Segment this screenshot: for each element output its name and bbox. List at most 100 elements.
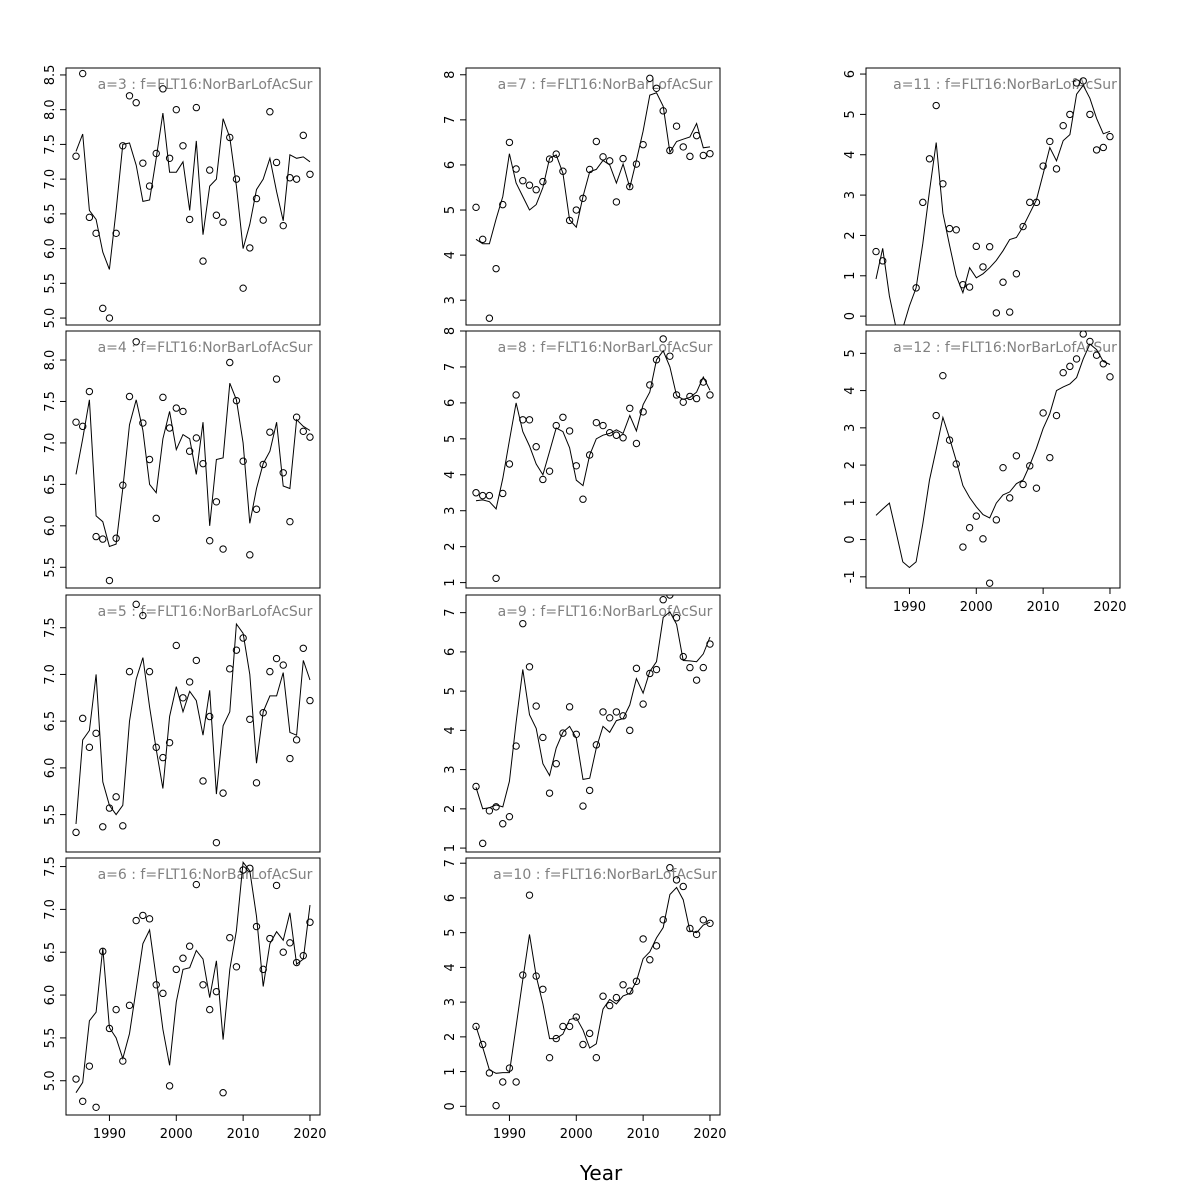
observed-point [599,708,607,716]
observed-point [692,930,701,939]
observed-point [585,1029,594,1038]
observed-point [572,206,580,214]
observed-point [292,413,301,421]
observed-point [72,152,80,160]
observed-point [939,371,947,380]
observed-point [959,280,967,289]
observed-point [299,131,307,140]
x-tick-label: 2010 [1027,600,1060,615]
observed-point [1052,411,1061,420]
observed-point [626,987,634,995]
observed-point [252,779,261,787]
observed-point [579,194,587,203]
observed-point [266,934,274,943]
observed-point [192,880,201,889]
observed-point [1079,77,1087,85]
observed-point [952,226,960,234]
x-tick-label: 2010 [627,1127,660,1142]
fitted-line [475,611,711,810]
observed-point [932,101,940,110]
observed-point [646,669,654,678]
observed-point [266,428,274,436]
observed-point [192,103,201,112]
observed-point [139,911,147,920]
observed-point [945,224,954,233]
observed-point [992,309,1001,317]
observed-point [239,866,247,874]
panels-group: a=3 : f=FLT16:NorBarLofAcSur 5.0 5.5 6.0 6.5… [43,65,1127,1142]
observed-point [165,154,174,162]
y-tick-label: -1 [843,570,858,583]
observed-point [472,489,480,497]
observed-point [1019,222,1027,231]
y-tick-label: 4 [443,963,458,971]
observed-point [286,939,294,947]
y-tick-label: 4 [443,726,458,734]
observed-point [666,595,674,599]
observed-point [999,463,1007,472]
panel-frame [65,594,321,853]
observed-point [192,434,201,442]
observed-point [1006,308,1014,316]
observed-point [632,160,641,168]
observed-point [945,436,954,444]
observed-point [79,69,87,78]
observed-point [539,177,547,186]
observed-point [1006,494,1014,502]
observed-point [559,729,567,737]
observed-point [179,954,187,962]
observed-point [585,451,594,459]
observed-point [872,247,880,256]
observed-point [959,543,967,551]
y-tick-label: 6 [843,70,858,78]
y-tick-label: 5.5 [43,557,58,578]
x-axis-label: Year [579,1161,623,1185]
observed-point [185,215,194,224]
observed-point [519,619,527,628]
observed-point [239,457,247,465]
observed-point [706,149,714,158]
observed-point [512,165,520,173]
observed-point [145,915,154,923]
observed-point [1019,480,1027,489]
observed-point [306,170,314,178]
observed-point [1046,453,1054,462]
observed-point [612,993,621,1002]
observed-point [539,475,547,484]
observed-point [179,694,187,702]
observed-point [99,947,107,956]
observed-point [199,981,207,989]
observed-point [105,804,114,812]
observed-point [199,777,207,785]
observed-point [1032,198,1041,207]
observed-point [306,696,314,705]
observed-point [972,242,980,251]
observed-point [666,146,674,155]
observed-point [1039,162,1047,170]
y-tick-label: 6.0 [43,758,58,779]
observed-point [306,918,314,926]
observed-point [652,942,661,950]
observed-point [572,462,580,470]
y-tick-label: 4 [443,251,458,259]
fitted-line [75,622,311,825]
observed-point [632,977,641,985]
observed-point [159,753,167,762]
observed-point [185,447,194,455]
observed-point [512,1078,520,1086]
observed-point [219,545,227,553]
observed-point [619,981,627,989]
observed-point [266,108,274,116]
observed-point [1026,198,1034,207]
observed-point [272,881,281,890]
observed-point [639,700,647,708]
observed-point [585,165,594,174]
observed-point [592,1053,601,1062]
observed-point [119,481,127,489]
observed-point [292,736,301,744]
y-tick-label: 6 [443,648,458,656]
y-tick-label: 8.0 [43,350,58,371]
observed-point [172,105,180,114]
observed-point [572,1013,580,1021]
y-tick-label: 4 [443,471,458,479]
